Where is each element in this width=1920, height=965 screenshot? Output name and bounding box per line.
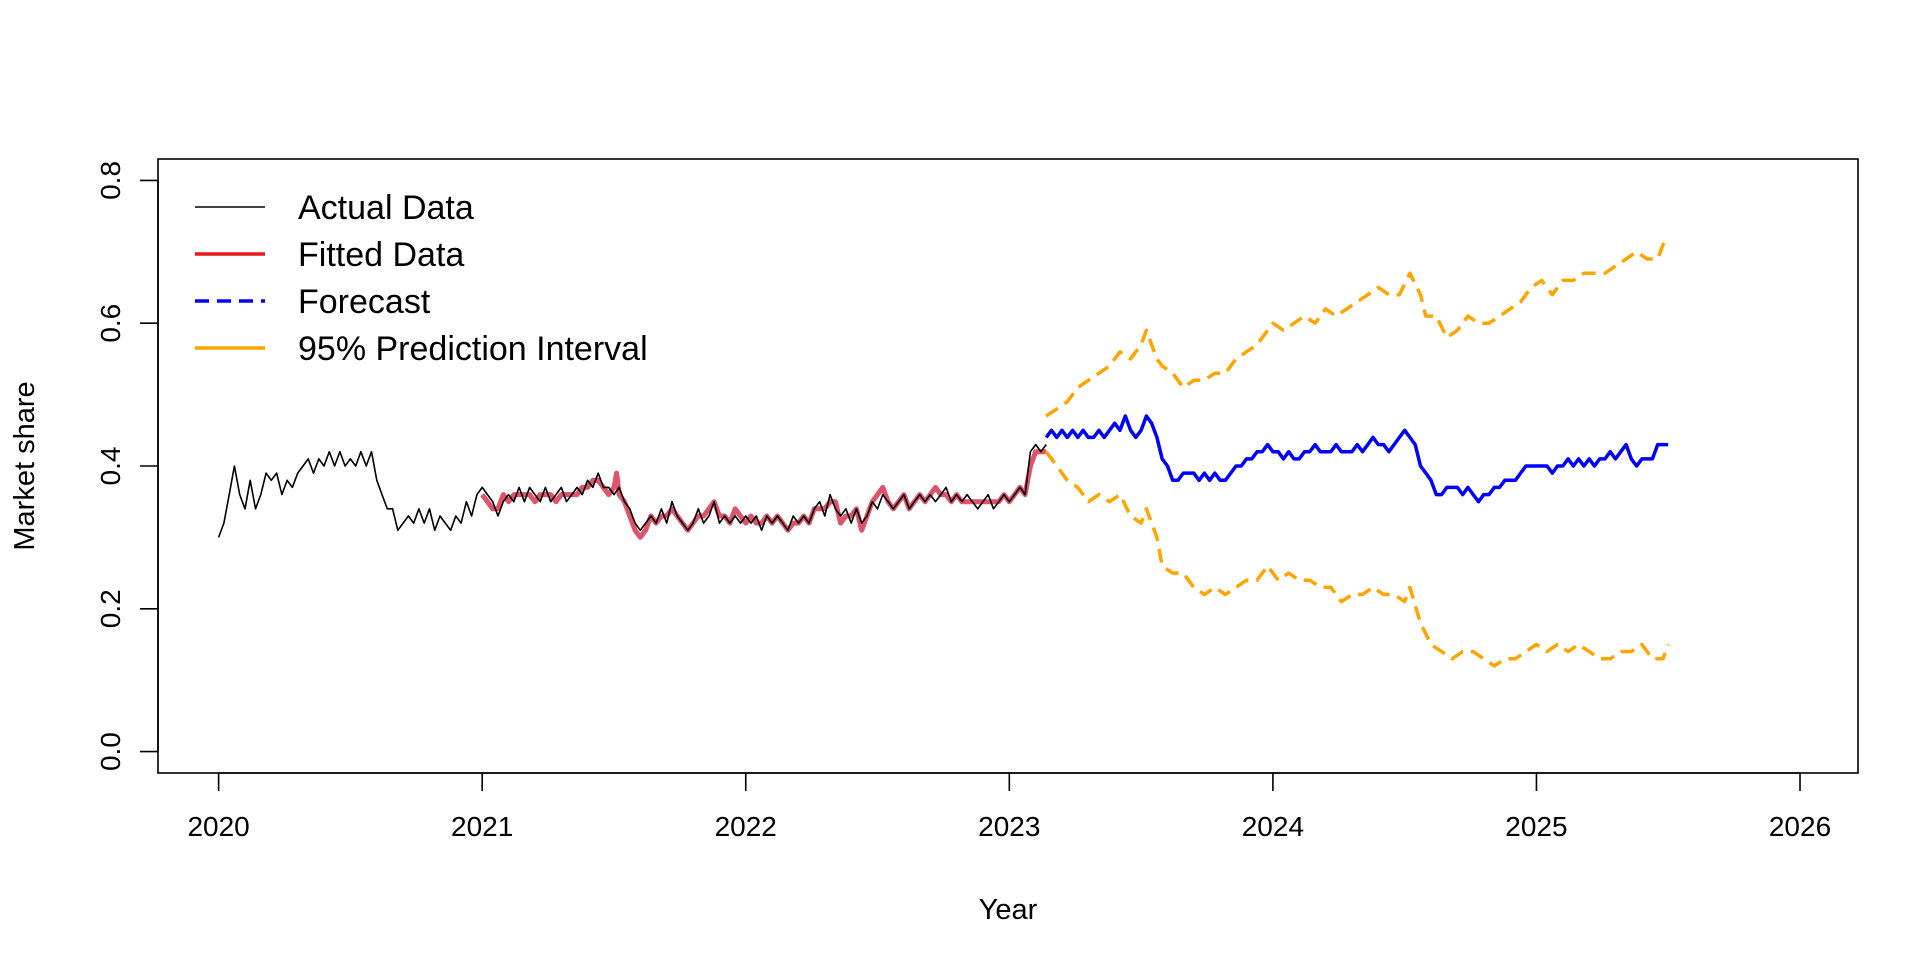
x-tick-label-2026: 2026 bbox=[1769, 811, 1831, 842]
legend-item-forecast: Forecast bbox=[195, 283, 431, 321]
series-line-forecast-2 bbox=[1044, 414, 1669, 504]
series-line-actual-data-0 bbox=[217, 443, 1047, 538]
series-layer bbox=[217, 236, 1670, 668]
x-tick-label-2020: 2020 bbox=[187, 811, 249, 842]
legend-label-actual: Actual Data bbox=[298, 189, 474, 227]
legend: Actual Data Fitted Data Forecast 95% Pre… bbox=[195, 189, 648, 368]
x-tick-label-2023: 2023 bbox=[978, 811, 1040, 842]
legend-item-fitted: Fitted Data bbox=[195, 236, 464, 274]
legend-item-actual: Actual Data bbox=[195, 189, 474, 227]
x-tick-label-2022: 2022 bbox=[715, 811, 777, 842]
x-axis: 2020 2021 2022 2023 2024 2025 2026 bbox=[187, 772, 1831, 842]
y-tick-label-0.0: 0.0 bbox=[95, 732, 126, 771]
y-tick-label-0.8: 0.8 bbox=[95, 161, 126, 200]
y-axis-title: Market share bbox=[9, 381, 41, 550]
x-tick-label-2021: 2021 bbox=[451, 811, 513, 842]
y-tick-label-0.4: 0.4 bbox=[95, 447, 126, 486]
legend-label-interval: 95% Prediction Interval bbox=[298, 330, 648, 368]
x-tick-label-2024: 2024 bbox=[1242, 811, 1304, 842]
legend-item-interval: 95% Prediction Interval bbox=[195, 330, 648, 368]
x-tick-label-2025: 2025 bbox=[1505, 811, 1567, 842]
y-tick-label-0.6: 0.6 bbox=[95, 304, 126, 343]
legend-label-fitted: Fitted Data bbox=[298, 236, 464, 274]
y-tick-label-0.2: 0.2 bbox=[95, 589, 126, 628]
x-axis-title: Year bbox=[979, 894, 1038, 926]
y-axis: 0.0 0.2 0.4 0.6 0.8 bbox=[95, 161, 159, 771]
series-line-95-prediction-interval-4 bbox=[1044, 450, 1670, 668]
series-line-95-prediction-interval-3 bbox=[1045, 236, 1670, 418]
legend-label-forecast: Forecast bbox=[298, 283, 431, 321]
